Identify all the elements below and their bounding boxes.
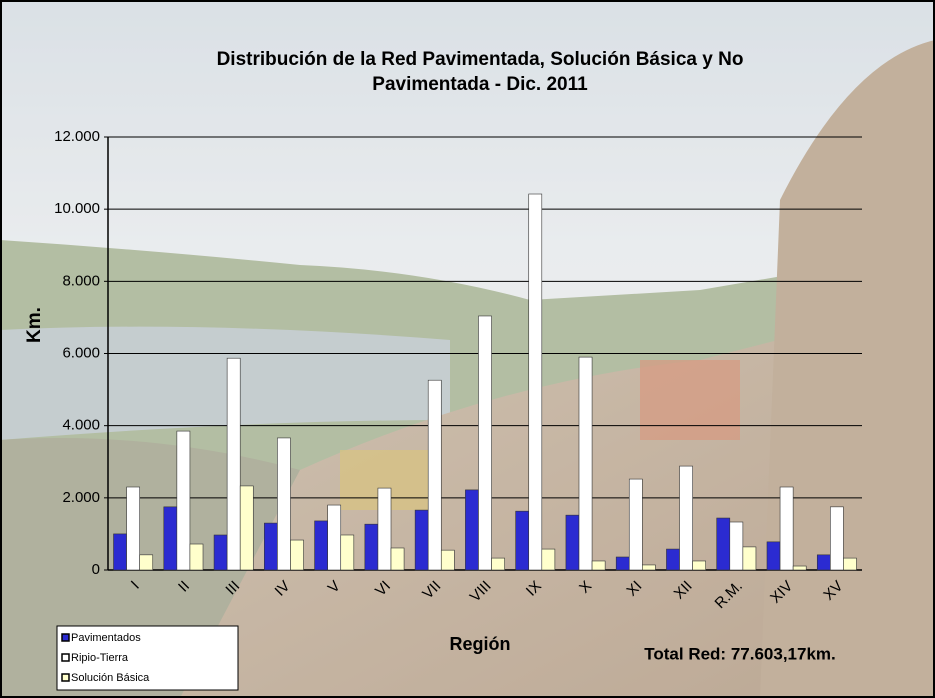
bar	[843, 557, 857, 571]
bar	[427, 379, 442, 571]
bar	[226, 357, 241, 571]
bar	[716, 517, 731, 571]
bar	[189, 543, 204, 571]
bar	[666, 548, 680, 571]
bar	[377, 487, 392, 571]
bar	[290, 539, 304, 571]
legend-label: Pavimentados	[71, 632, 141, 644]
y-tick-label: 10.000	[54, 200, 100, 217]
bar	[176, 430, 191, 571]
bar	[414, 509, 429, 571]
bar	[139, 554, 154, 571]
y-axis-label: Km.	[24, 307, 45, 343]
y-tick-label: 4.000	[62, 417, 100, 434]
bar	[528, 193, 543, 571]
bar	[541, 548, 556, 571]
bar	[113, 533, 127, 571]
bar	[792, 565, 807, 571]
y-tick-label: 6.000	[62, 344, 100, 361]
bar	[816, 554, 831, 571]
bar	[390, 547, 405, 571]
bar	[340, 534, 355, 571]
bar	[163, 506, 178, 571]
bar	[615, 556, 630, 571]
legend-swatch	[61, 673, 70, 682]
bar	[679, 465, 693, 571]
bar	[515, 510, 530, 571]
chart-title: Pavimentada - Dic. 2011	[372, 74, 588, 95]
legend-label: Ripio-Tierra	[71, 652, 129, 664]
bar	[729, 521, 744, 571]
legend-box	[56, 625, 239, 691]
bar	[264, 522, 278, 571]
y-tick-label: 12.000	[54, 128, 100, 145]
bar	[327, 504, 342, 571]
legend-swatch	[61, 653, 70, 662]
bar	[314, 520, 328, 571]
bar	[277, 437, 291, 571]
legend-label: Solución Básica	[71, 672, 150, 684]
bar	[465, 489, 479, 571]
bar	[478, 315, 492, 571]
bar	[766, 541, 781, 571]
chart-title: Distribución de la Red Pavimentada, Solu…	[217, 49, 744, 70]
bar	[830, 506, 844, 571]
bar	[213, 534, 228, 571]
bar	[742, 546, 757, 571]
bar	[565, 514, 580, 571]
y-tick-label: 0	[92, 561, 100, 578]
bar	[642, 564, 656, 571]
legend-swatch	[61, 633, 70, 642]
bar	[364, 523, 379, 571]
x-axis-label: Región	[450, 634, 511, 654]
bar	[628, 478, 643, 571]
y-tick-label: 8.000	[62, 272, 100, 289]
bar	[591, 560, 606, 571]
bar	[779, 486, 794, 571]
bar	[491, 557, 505, 571]
bar	[239, 485, 254, 571]
bar	[692, 560, 706, 571]
bar	[126, 486, 140, 571]
annotation: Total Red: 77.603,17km.	[644, 644, 836, 663]
bar	[578, 356, 593, 571]
bar	[440, 549, 455, 571]
y-tick-label: 2.000	[62, 489, 100, 506]
